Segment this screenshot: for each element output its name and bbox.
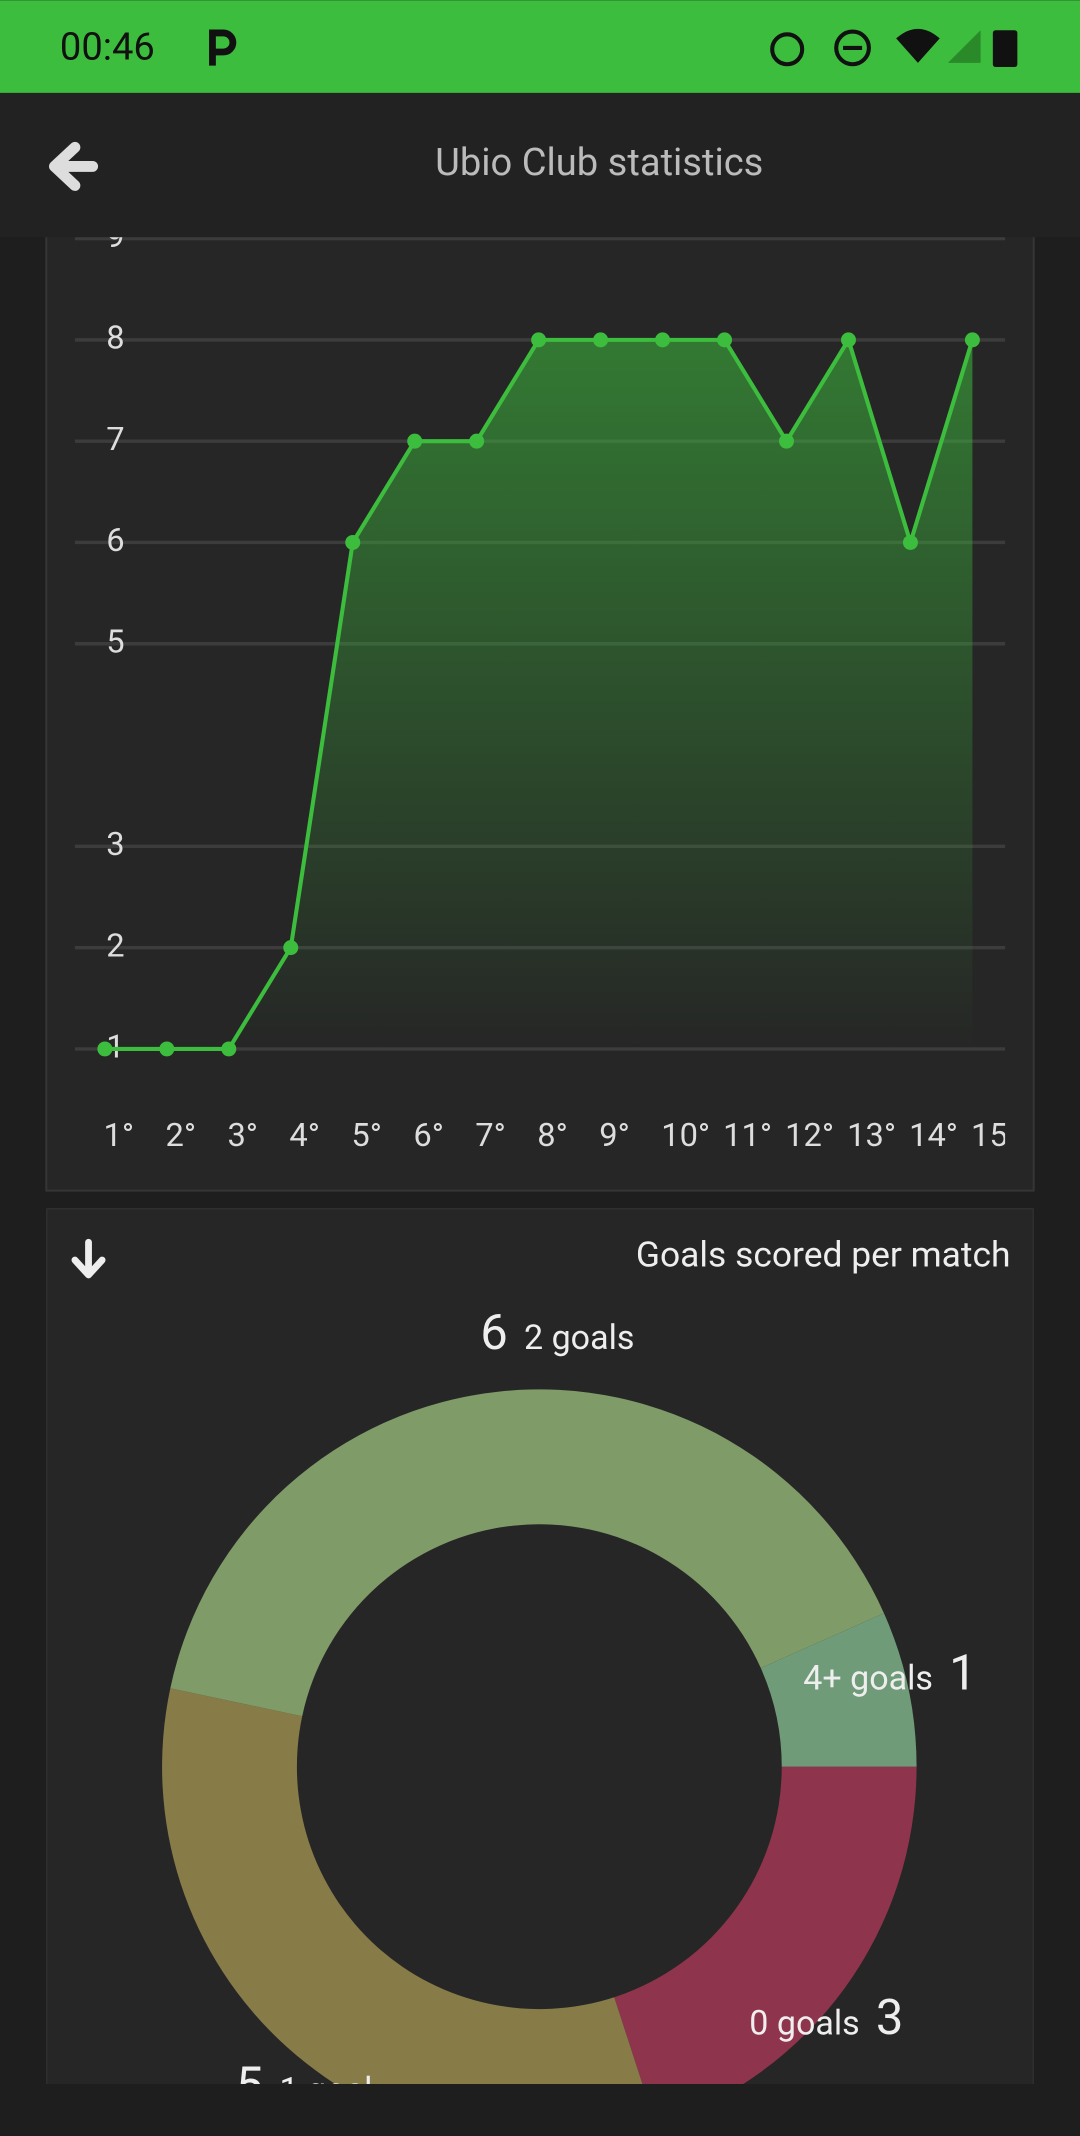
x-tick-label: 14°: [909, 1116, 958, 1154]
slice-label: 4+ goals: [803, 1659, 933, 1699]
y-tick-label: 3: [106, 825, 124, 863]
x-tick-label: 12°: [785, 1116, 834, 1154]
donut-slice: [760, 1613, 917, 1767]
point: [902, 534, 918, 550]
x-tick-label: 9°: [599, 1116, 630, 1154]
slice-label: 0 goals: [749, 2003, 859, 2043]
x-tick-label: 8°: [537, 1116, 568, 1154]
x-tick-label: 3°: [227, 1116, 258, 1154]
x-tick-label: 4°: [289, 1116, 320, 1154]
download-icon[interactable]: [71, 1238, 106, 1279]
slice-label: 1 goal: [279, 2071, 372, 2111]
point: [283, 940, 299, 956]
y-tick-label: 2: [106, 926, 124, 964]
y-tick-label: 5: [106, 622, 124, 660]
app-bar: [0, 92, 1080, 238]
signal-icon: [947, 30, 981, 63]
line-chart: 123567891°2°3°4°5°6°7°8°9°10°11°12°13°14…: [74, 217, 1020, 1154]
status-time: 00:46: [60, 25, 155, 69]
x-tick-label: 7°: [475, 1116, 506, 1154]
x-tick-label: 5°: [351, 1116, 382, 1154]
point: [469, 433, 485, 449]
x-tick-label: 11°: [723, 1116, 772, 1154]
donut-slice: [162, 1688, 643, 2084]
point: [655, 332, 671, 348]
point: [159, 1041, 175, 1057]
status-bar: [0, 0, 1080, 93]
x-tick-label: 15°: [971, 1116, 1020, 1154]
slice-value: 5: [236, 2056, 264, 2113]
back-button[interactable]: [49, 141, 99, 191]
donut-card: Goals scored per match 3 0 goals 5 1 goal 62…: [46, 1208, 1034, 2113]
x-tick-label: 10°: [661, 1116, 710, 1154]
slice-value: 1: [949, 1645, 977, 1702]
dnd-icon: [834, 29, 871, 67]
alarm-icon: [770, 32, 805, 67]
point: [345, 534, 361, 550]
area: [104, 339, 973, 1049]
chart-title: Goals scored per match: [636, 1234, 1011, 1276]
donut-slice: [614, 1766, 917, 2084]
y-tick-label: 7: [106, 420, 124, 458]
battery-icon: [992, 30, 1018, 67]
slice-value: 6: [480, 1304, 508, 1361]
x-tick-label: 6°: [413, 1116, 444, 1154]
point: [779, 433, 794, 449]
x-tick-label: 2°: [165, 1116, 196, 1154]
bottom-bar: [0, 2083, 1080, 2136]
point: [964, 332, 980, 348]
y-tick-label: 6: [106, 521, 124, 559]
donut-slice: [170, 1389, 884, 1717]
y-tick-label: 8: [106, 319, 124, 357]
y-tick-label: 1: [106, 1028, 124, 1066]
app-title: Ubio Club statistics: [435, 141, 763, 185]
point: [840, 332, 856, 348]
x-tick-label: 13°: [847, 1116, 896, 1154]
point: [593, 332, 609, 348]
slice-label: 2 goals: [524, 1318, 634, 1358]
parking-icon: [209, 29, 237, 66]
x-tick-label: 1°: [104, 1116, 135, 1154]
point: [717, 332, 733, 348]
point: [531, 332, 547, 348]
donut-chart: 3 0 goals 5 1 goal 6 2 goals 1 4+ goals: [162, 1304, 977, 2113]
x-axis: 1° 2° 3° 4° 5° 6° 7° 8° 9° 10° 11° 12° 13° 14° 15°: [104, 1116, 1020, 1154]
point: [97, 1041, 113, 1057]
point: [407, 433, 423, 449]
slice-value: 3: [876, 1989, 904, 2046]
point: [221, 1041, 237, 1057]
wifi-icon: [896, 28, 940, 63]
